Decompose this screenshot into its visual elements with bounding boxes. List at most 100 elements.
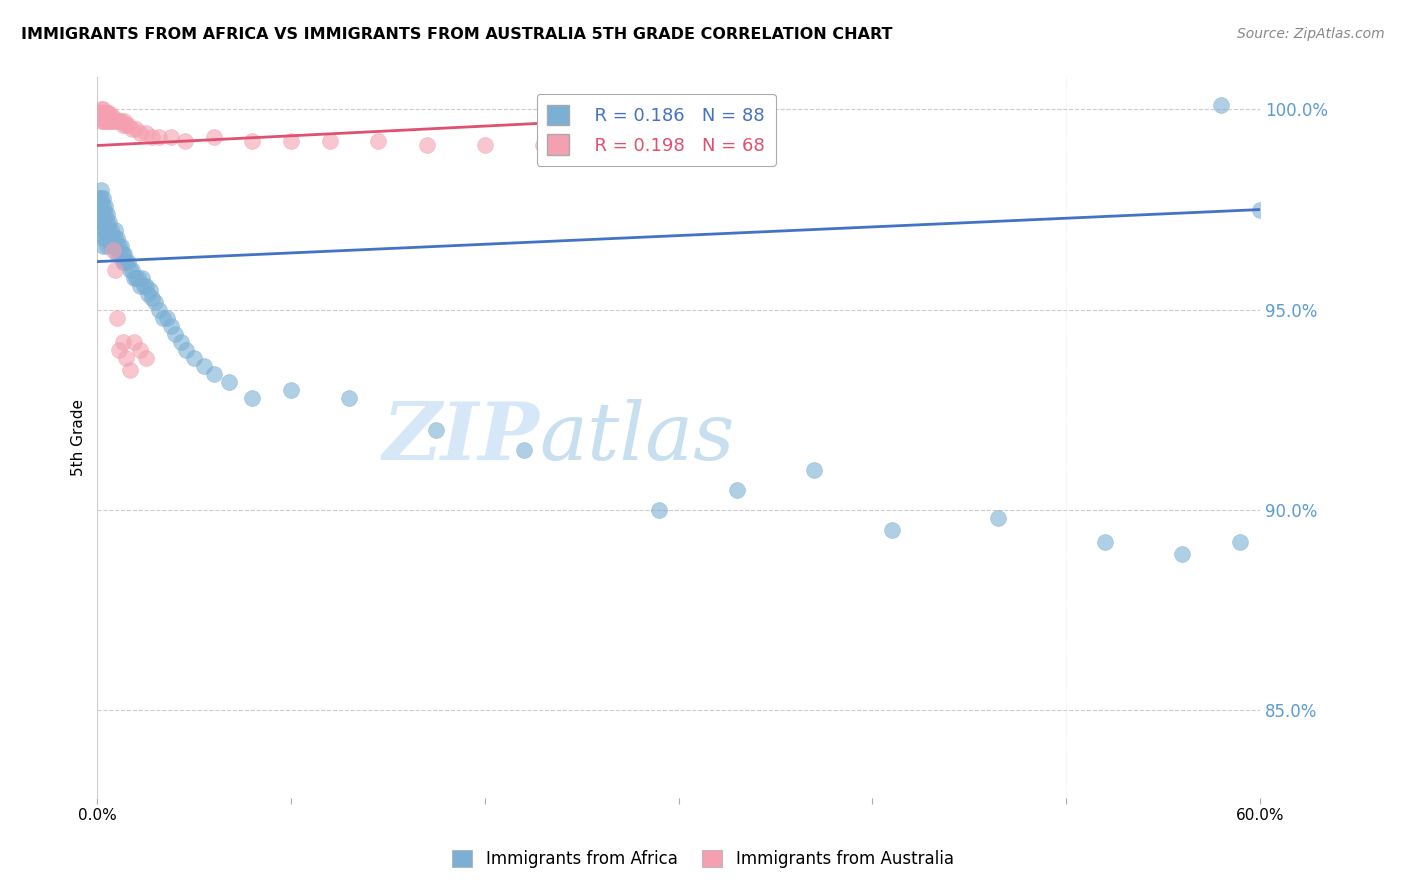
Point — [89, 206, 111, 220]
Point — [183, 351, 205, 365]
Point — [91, 190, 114, 204]
Point — [90, 114, 112, 128]
Point — [100, 238, 122, 252]
Point — [104, 238, 127, 252]
Point — [91, 106, 114, 120]
Legend: Immigrants from Africa, Immigrants from Australia: Immigrants from Africa, Immigrants from … — [446, 843, 960, 875]
Point — [132, 278, 155, 293]
Point — [94, 222, 117, 236]
Point — [110, 238, 132, 252]
Point — [193, 359, 215, 373]
Point — [91, 111, 114, 125]
Point — [280, 383, 302, 397]
Point — [104, 114, 127, 128]
Point — [609, 143, 631, 157]
Point — [90, 206, 112, 220]
Point — [880, 523, 903, 537]
Point — [240, 391, 263, 405]
Point — [107, 238, 129, 252]
Point — [129, 278, 152, 293]
Point — [90, 190, 112, 204]
Point — [110, 114, 132, 128]
Point — [91, 238, 114, 252]
Point — [202, 130, 225, 145]
Point — [90, 106, 112, 120]
Point — [987, 511, 1010, 525]
Point — [120, 262, 142, 277]
Point — [648, 503, 671, 517]
Point — [94, 111, 117, 125]
Point — [115, 119, 138, 133]
Point — [280, 135, 302, 149]
Text: Source: ZipAtlas.com: Source: ZipAtlas.com — [1237, 27, 1385, 41]
Point — [90, 106, 112, 120]
Point — [89, 106, 111, 120]
Point — [98, 222, 121, 236]
Point — [94, 230, 117, 244]
Point — [91, 103, 114, 117]
Point — [474, 138, 496, 153]
Point — [114, 114, 136, 128]
Point — [111, 246, 134, 260]
Point — [135, 278, 157, 293]
Point — [114, 254, 136, 268]
Point — [94, 114, 117, 128]
Point — [122, 270, 145, 285]
Point — [240, 135, 263, 149]
Point — [367, 135, 389, 149]
Point — [152, 310, 174, 325]
Point — [98, 106, 121, 120]
Point — [94, 106, 117, 120]
Point — [176, 343, 198, 357]
Text: ZIP: ZIP — [382, 399, 538, 476]
Point — [129, 343, 152, 357]
Point — [107, 246, 129, 260]
Point — [110, 246, 132, 260]
Point — [101, 238, 124, 252]
Point — [129, 127, 152, 141]
Point — [91, 106, 114, 120]
Point — [104, 222, 127, 236]
Point — [121, 262, 143, 277]
Point — [94, 106, 117, 120]
Point — [90, 111, 112, 125]
Point — [117, 254, 139, 268]
Point — [127, 270, 149, 285]
Point — [135, 351, 157, 365]
Point — [100, 230, 122, 244]
Text: IMMIGRANTS FROM AFRICA VS IMMIGRANTS FROM AUSTRALIA 5TH GRADE CORRELATION CHART: IMMIGRANTS FROM AFRICA VS IMMIGRANTS FRO… — [21, 27, 893, 42]
Point — [115, 254, 138, 268]
Point — [98, 230, 121, 244]
Point — [90, 111, 112, 125]
Point — [1171, 547, 1194, 561]
Point — [115, 351, 138, 365]
Point — [136, 286, 159, 301]
Point — [111, 334, 134, 349]
Point — [725, 483, 748, 497]
Point — [96, 222, 118, 236]
Point — [120, 362, 142, 376]
Point — [104, 230, 127, 244]
Point — [96, 111, 118, 125]
Point — [121, 122, 143, 136]
Point — [111, 119, 134, 133]
Point — [90, 182, 112, 196]
Point — [91, 111, 114, 125]
Point — [125, 122, 148, 136]
Point — [91, 198, 114, 212]
Point — [91, 206, 114, 220]
Point — [512, 442, 534, 457]
Point — [96, 206, 118, 220]
Point — [90, 103, 112, 117]
Point — [91, 214, 114, 228]
Point — [96, 238, 118, 252]
Point — [91, 114, 114, 128]
Point — [531, 138, 554, 153]
Point — [105, 114, 128, 128]
Point — [96, 106, 118, 120]
Point — [114, 246, 136, 260]
Point — [125, 270, 148, 285]
Point — [96, 106, 118, 120]
Point — [337, 391, 360, 405]
Point — [319, 135, 342, 149]
